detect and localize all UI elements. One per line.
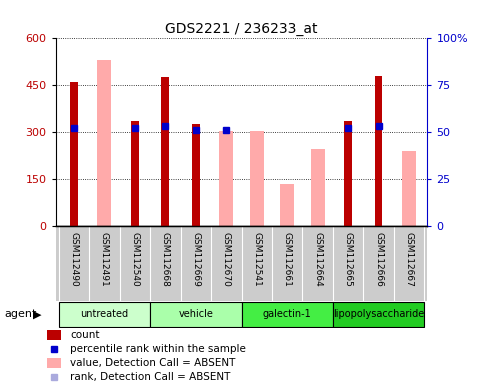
Text: GSM112490: GSM112490 xyxy=(70,232,78,286)
Bar xyxy=(333,302,425,327)
Text: value, Detection Call = ABSENT: value, Detection Call = ABSENT xyxy=(70,358,235,368)
Text: untreated: untreated xyxy=(80,309,128,319)
Bar xyxy=(47,330,61,340)
Bar xyxy=(150,302,242,327)
Bar xyxy=(161,78,169,226)
Bar xyxy=(98,60,111,226)
Bar xyxy=(402,151,416,226)
Text: GSM112664: GSM112664 xyxy=(313,232,322,286)
Text: GSM112661: GSM112661 xyxy=(283,232,292,287)
Bar xyxy=(47,358,61,368)
Text: agent: agent xyxy=(5,310,37,319)
Title: GDS2221 / 236233_at: GDS2221 / 236233_at xyxy=(165,22,318,36)
Text: ▶: ▶ xyxy=(33,310,42,319)
Bar xyxy=(375,76,383,226)
Text: rank, Detection Call = ABSENT: rank, Detection Call = ABSENT xyxy=(70,372,230,382)
Bar xyxy=(250,131,264,226)
Bar xyxy=(131,121,139,226)
Bar xyxy=(58,302,150,327)
Text: lipopolysaccharide: lipopolysaccharide xyxy=(333,309,424,319)
Text: galectin-1: galectin-1 xyxy=(263,309,312,319)
Text: count: count xyxy=(70,330,99,340)
Bar xyxy=(219,131,233,226)
Text: GSM112668: GSM112668 xyxy=(161,232,170,287)
Bar xyxy=(70,82,78,226)
Text: GSM112669: GSM112669 xyxy=(191,232,200,287)
Text: GSM112666: GSM112666 xyxy=(374,232,383,287)
Text: GSM112667: GSM112667 xyxy=(405,232,413,287)
Text: GSM112670: GSM112670 xyxy=(222,232,231,287)
Bar xyxy=(192,124,199,226)
Bar xyxy=(344,121,352,226)
Bar xyxy=(280,184,294,226)
Text: GSM112541: GSM112541 xyxy=(252,232,261,286)
Bar xyxy=(311,149,325,226)
Text: GSM112491: GSM112491 xyxy=(100,232,109,286)
Text: percentile rank within the sample: percentile rank within the sample xyxy=(70,344,246,354)
Text: GSM112665: GSM112665 xyxy=(344,232,353,287)
Text: vehicle: vehicle xyxy=(178,309,213,319)
Text: GSM112540: GSM112540 xyxy=(130,232,139,286)
Bar xyxy=(242,302,333,327)
